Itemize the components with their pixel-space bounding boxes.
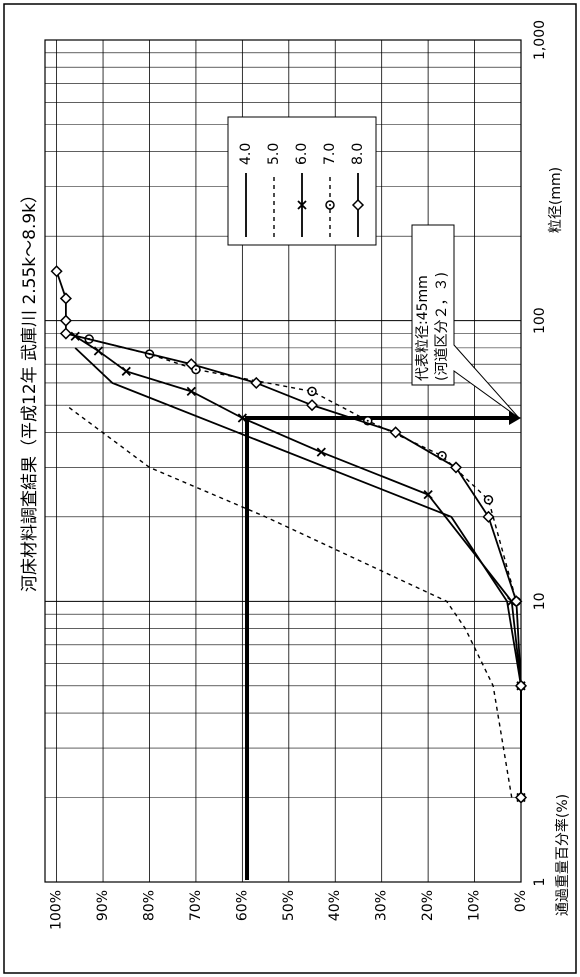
diamond-marker <box>389 426 402 439</box>
circle-marker-dot <box>329 204 331 206</box>
x-tick-label: 100 <box>532 307 548 334</box>
diamond-marker <box>351 198 365 212</box>
circle-marker-dot <box>487 498 490 501</box>
legend-label: 8.0 <box>350 143 366 165</box>
diamond-marker <box>449 461 463 474</box>
x-marker <box>93 346 104 356</box>
diamond-marker <box>305 399 319 412</box>
x-marker <box>297 200 307 210</box>
y-tick-label: 80% <box>141 890 157 921</box>
diamond-marker <box>59 327 72 340</box>
reference-arrowhead <box>509 410 521 425</box>
diamond-marker <box>250 376 263 389</box>
x-marker <box>237 413 248 423</box>
callout-text: (河道区分２，３) <box>434 272 450 381</box>
circle-marker-dot <box>366 419 369 422</box>
diamond-marker <box>510 595 523 608</box>
series-line <box>65 404 513 798</box>
x-marker <box>423 489 433 500</box>
y-tick-label: 20% <box>420 890 436 921</box>
diamond-marker <box>50 265 63 278</box>
x-tick-label: 10 <box>532 592 548 610</box>
callout-box <box>411 224 520 419</box>
series-line <box>74 335 522 798</box>
x-marker <box>121 366 131 376</box>
y-tick-label: 60% <box>234 890 250 921</box>
y-tick-label: 0% <box>513 890 529 912</box>
x-tick-label: 1,000 <box>532 20 548 60</box>
diamond-marker <box>514 791 528 804</box>
y-tick-label: 10% <box>467 890 483 921</box>
circle-marker-dot <box>441 454 444 457</box>
legend-label: 4.0 <box>238 143 254 165</box>
diamond-marker <box>514 679 528 692</box>
diamond-marker <box>185 358 198 371</box>
circle-marker-dot <box>194 368 197 371</box>
chart-title: 河床材料調査結果（平成12年 武庫川 2.55k～8.9k） <box>20 186 40 592</box>
legend-label: 6.0 <box>294 143 310 165</box>
callout-text: 代表粒径:45mm <box>415 275 431 381</box>
y-tick-label: 50% <box>281 890 297 921</box>
x-marker <box>186 386 196 396</box>
legend-label: 5.0 <box>266 143 282 165</box>
diamond-marker <box>482 510 495 523</box>
x-tick-label: 1 <box>532 878 548 887</box>
y-tick-label: 30% <box>374 890 390 921</box>
y-axis-label: 通過重量百分率(%) <box>554 794 571 916</box>
y-tick-label: 100% <box>49 890 65 930</box>
legend-label: 7.0 <box>322 143 338 165</box>
circle-marker-dot <box>311 390 314 393</box>
x-axis-label: 粒径(mm) <box>548 167 564 233</box>
y-tick-label: 90% <box>95 890 111 921</box>
y-tick-label: 40% <box>327 890 343 921</box>
x-marker <box>316 447 326 457</box>
y-tick-label: 70% <box>188 890 204 921</box>
diamond-marker <box>59 314 72 327</box>
reference-line <box>245 415 511 880</box>
rotated-chart: 河床材料調査結果（平成12年 武庫川 2.55k～8.9k） 粒径(mm) 通過… <box>20 20 571 930</box>
diamond-marker <box>59 292 72 305</box>
